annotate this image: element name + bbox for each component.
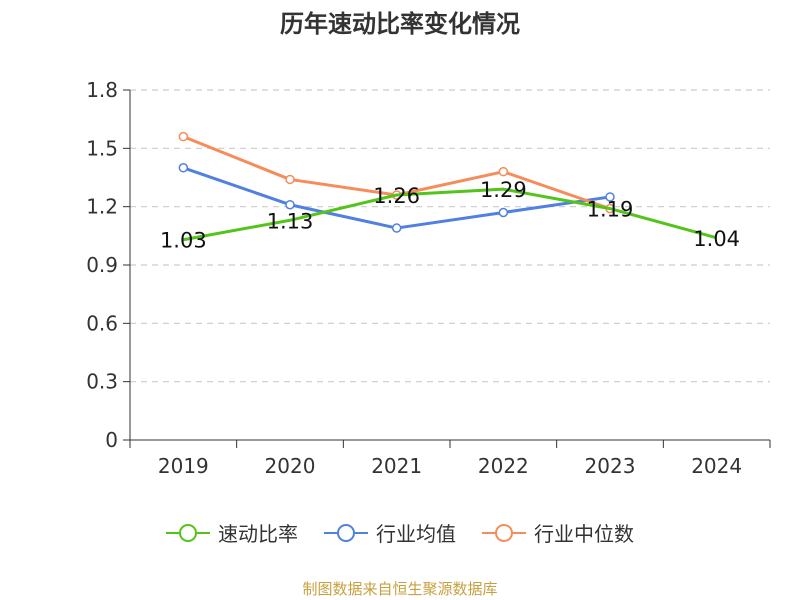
data-point-industry-avg[interactable] — [391, 223, 402, 233]
data-label: 1.03 — [160, 229, 207, 253]
data-point-industry-median[interactable] — [498, 166, 509, 177]
legend-label-speed-ratio: 速动比率 — [218, 522, 298, 546]
legend-label-industry-median: 行业中位数 — [534, 522, 634, 546]
x-tick-label: 2021 — [371, 454, 422, 478]
y-tick-label: 0.6 — [86, 311, 118, 335]
legend-item-industry-median[interactable]: 行业中位数 — [482, 518, 634, 547]
x-tick-label: 2023 — [585, 454, 636, 478]
data-label: 1.29 — [480, 178, 527, 202]
legend-swatch-industry-avg — [324, 523, 368, 542]
legend-label-industry-avg: 行业均值 — [376, 522, 456, 546]
x-tick-label: 2019 — [158, 454, 209, 478]
y-tick-label: 1.8 — [86, 78, 118, 102]
y-tick-label: 0.9 — [86, 253, 118, 277]
y-tick-label: 1.2 — [86, 195, 118, 219]
series-layer — [178, 131, 718, 242]
legend-swatch-speed-ratio — [166, 523, 210, 542]
data-label: 1.04 — [693, 227, 740, 251]
legend-swatch-industry-median — [482, 523, 526, 542]
y-tick-label: 0 — [105, 428, 118, 452]
data-point-industry-avg[interactable] — [498, 207, 509, 218]
data-label: 1.13 — [267, 209, 314, 233]
x-tick-label: 2024 — [691, 454, 742, 478]
axis-layer: 0 0.3 0.6 0.9 1.2 1.5 1.8 2019 2020 2021 2022 2023 2… — [86, 78, 771, 478]
data-point-industry-median[interactable] — [285, 174, 295, 185]
data-label: 1.19 — [587, 198, 634, 222]
source-note: 制图数据来自恒生聚源数据库 — [302, 580, 498, 598]
data-label: 1.26 — [373, 184, 420, 208]
legend-item-industry-avg[interactable]: 行业均值 — [324, 518, 456, 547]
legend-item-speed-ratio[interactable]: 速动比率 — [166, 518, 298, 547]
chart-title: 历年速动比率变化情况 — [280, 10, 520, 38]
x-tick-label: 2022 — [478, 454, 529, 478]
grid-layer — [130, 89, 770, 383]
data-point-industry-median[interactable] — [178, 131, 189, 142]
series-line-speed-ratio — [183, 187, 718, 242]
data-point-industry-avg[interactable] — [285, 199, 295, 210]
label-layer: 1.03 1.13 1.26 1.29 1.19 1.04 — [160, 178, 740, 253]
x-tick-label: 2020 — [265, 454, 316, 478]
data-point-industry-avg[interactable] — [605, 192, 615, 202]
y-tick-label: 1.5 — [86, 136, 118, 160]
data-point-industry-avg[interactable] — [178, 163, 189, 173]
y-tick-label: 0.3 — [86, 370, 118, 394]
legend: 速动比率 行业均值 行业中位数 — [0, 518, 800, 547]
